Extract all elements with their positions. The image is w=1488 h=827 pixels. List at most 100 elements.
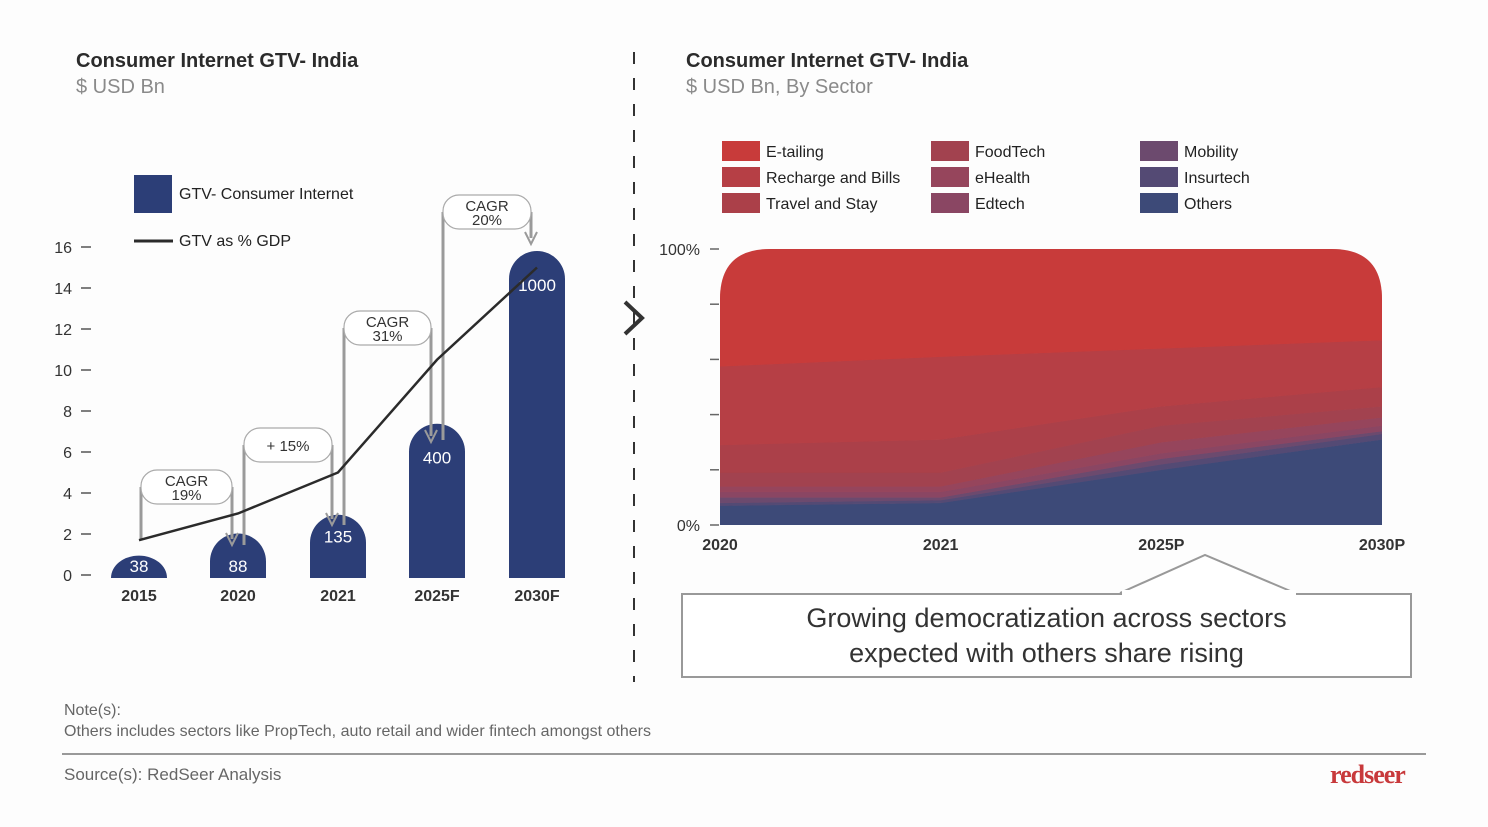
y-tick-label: 12 (54, 322, 72, 339)
legend-bar-label: GTV- Consumer Internet (179, 186, 354, 203)
right-chart: 0% 100% 2020 2021 2025P 2030P E-tailing Recharg… (659, 141, 1405, 554)
x-tick-label: 2015 (121, 588, 157, 605)
y-tick-label: 10 (54, 363, 72, 380)
legend-item-mobility: Mobility (1140, 141, 1238, 161)
arrow-down-icon (225, 532, 239, 548)
annotation-label: CAGR (165, 473, 209, 490)
annotation-label: CAGR (366, 314, 410, 331)
annotation-value: 20% (472, 212, 502, 229)
arrow-down-icon (524, 231, 538, 247)
right-chart-subtitle: $ USD Bn, By Sector (686, 76, 873, 98)
right-chart-title: Consumer Internet GTV- India (686, 50, 969, 72)
legend-item-recharge-and-bills: Recharge and Bills (722, 167, 900, 187)
legend-item-ehealth: eHealth (931, 167, 1030, 187)
legend-swatch (1140, 193, 1178, 213)
redseer-logo: redseer (1330, 760, 1406, 789)
annotation-label: + 15% (267, 438, 310, 455)
bar-value-label: 400 (423, 449, 451, 468)
y-tick-label: 4 (63, 486, 72, 503)
left-chart-title: Consumer Internet GTV- India (76, 50, 359, 72)
legend-label: E-tailing (766, 144, 824, 161)
bar-2021 (310, 514, 366, 578)
legend-swatch (722, 167, 760, 187)
legend-swatch (722, 141, 760, 161)
bar-2025F (409, 423, 465, 578)
legend-label: FoodTech (975, 144, 1045, 161)
annotation-box (442, 194, 532, 230)
arrow-down-icon (424, 429, 438, 445)
legend-swatch (722, 193, 760, 213)
legend-swatch (931, 193, 969, 213)
legend-line-label: GTV as % GDP (179, 233, 291, 250)
y-tick-label: 8 (63, 404, 72, 421)
y-tick-label: 16 (54, 240, 72, 257)
legend-item-edtech: Edtech (931, 193, 1025, 213)
legend-swatch (1140, 167, 1178, 187)
bar-2020 (210, 533, 266, 578)
x-tick-label: 2025P (1138, 537, 1185, 554)
y-tick-label: 0% (677, 518, 700, 535)
left-chart-subtitle: $ USD Bn (76, 76, 165, 98)
note-text: Others includes sectors like PropTech, a… (64, 723, 651, 740)
x-tick-label: 2030P (1359, 537, 1406, 554)
y-tick-label: 6 (63, 445, 72, 462)
x-tick-label: 2030F (514, 588, 560, 605)
x-tick-label: 2020 (702, 537, 738, 554)
legend-label: Recharge and Bills (766, 170, 900, 187)
x-tick-label: 2020 (220, 588, 256, 605)
stacked-area (720, 249, 1382, 525)
callout-pointer-mask (1122, 590, 1296, 595)
legend-label: Edtech (975, 196, 1025, 213)
arrow-down-icon (325, 512, 339, 528)
legend-label: Insurtech (1184, 170, 1250, 187)
chevron-right-icon (623, 300, 645, 336)
legend-bar-swatch (134, 175, 172, 213)
legend-item-others: Others (1140, 193, 1232, 213)
legend-label: Travel and Stay (766, 196, 877, 213)
y-tick-label: 2 (63, 527, 72, 544)
y-tick-label: 14 (54, 281, 72, 298)
annotation-value: 19% (171, 487, 201, 504)
x-tick-label: 2021 (923, 537, 959, 554)
legend-item-insurtech: Insurtech (1140, 167, 1250, 187)
callout-line-1: Growing democratization across sectors (806, 602, 1287, 633)
bar-value-label: 135 (324, 528, 352, 547)
x-tick-label: 2025F (414, 588, 460, 605)
x-tick-label: 2021 (320, 588, 356, 605)
legend-swatch (1140, 141, 1178, 161)
source-text: Source(s): RedSeer Analysis (64, 765, 282, 784)
note-label: Note(s): (64, 702, 121, 719)
bar-2030F (509, 251, 565, 578)
annotation-box (343, 310, 432, 346)
area-e-tailing (720, 249, 1382, 367)
legend-swatch (931, 141, 969, 161)
callout-box: Growing democratization across sectors ex… (681, 593, 1412, 678)
legend-label: Others (1184, 196, 1232, 213)
annotation-2020-2021: + 15% (242, 427, 339, 545)
callout-pointer (1119, 553, 1296, 594)
legend-item-e-tailing: E-tailing (722, 141, 824, 161)
bar-2015 (111, 555, 167, 578)
legend-label: Mobility (1184, 144, 1238, 161)
y-tick-label: 100% (659, 242, 700, 259)
annotation-label: CAGR (465, 198, 509, 215)
callout-line-2: expected with others share rising (849, 637, 1244, 668)
legend-item-foodtech: FoodTech (931, 141, 1045, 161)
left-chart: 0 2 4 6 8 10 12 14 16 GTV- Consumer Internet GTV a… (54, 175, 565, 605)
y-tick-label: 0 (63, 568, 72, 585)
legend-label: eHealth (975, 170, 1030, 187)
bar-value-label: 38 (130, 557, 149, 576)
annotation-value: 31% (372, 328, 402, 345)
legend-item-travel-and-stay: Travel and Stay (722, 193, 877, 213)
gtv-gdp-line (138, 266, 538, 542)
annotation-box (140, 469, 233, 505)
bar-value-label: 88 (229, 557, 248, 576)
annotation-box (243, 427, 333, 463)
footer-divider (62, 753, 1426, 755)
legend-swatch (931, 167, 969, 187)
bar-value-label: 1000 (518, 276, 556, 295)
